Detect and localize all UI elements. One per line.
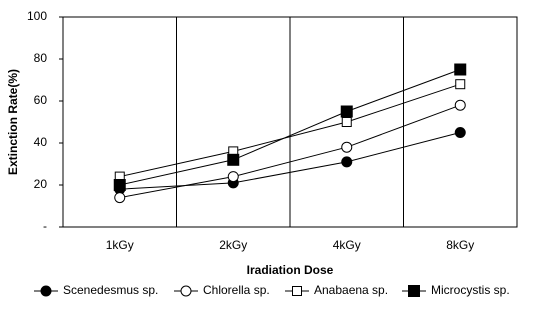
- y-axis-label: Extinction Rate(%): [6, 69, 20, 175]
- y-tick-label: 60: [34, 93, 48, 107]
- data-point: [454, 63, 467, 76]
- y-tick-label: 100: [27, 9, 47, 23]
- data-point: [227, 171, 239, 183]
- data-point: [454, 99, 466, 111]
- legend-label: Chlorella sp.: [203, 283, 270, 297]
- legend-marker: [292, 286, 302, 296]
- legend-marker: [180, 285, 192, 297]
- data-point: [227, 153, 240, 166]
- x-tick-label: 1kGy: [106, 238, 134, 252]
- data-point: [113, 179, 126, 191]
- y-tick-label: 40: [34, 135, 48, 149]
- series-line: [119, 132, 461, 190]
- legend-marker: [40, 285, 52, 297]
- series-line: [119, 104, 461, 199]
- legend-label: Scenedesmus sp.: [63, 283, 158, 297]
- legend-marker: [408, 285, 420, 297]
- x-tick-label: 8kGy: [446, 238, 474, 252]
- x-axis-label: Iradiation Dose: [247, 263, 334, 277]
- y-tick-label: 80: [34, 51, 48, 65]
- y-tick-label: -: [43, 219, 47, 233]
- x-tick-label: 4kGy: [333, 238, 361, 252]
- data-point: [454, 127, 466, 138]
- data-point: [341, 156, 353, 168]
- series-line: [119, 83, 461, 178]
- legend-label: Microcystis sp.: [431, 283, 510, 297]
- data-point: [341, 141, 353, 153]
- data-point: [114, 192, 126, 204]
- legend-label: Anabaena sp.: [314, 283, 388, 297]
- x-tick-label: 2kGy: [219, 238, 247, 252]
- data-point: [455, 79, 466, 90]
- y-tick-label: 20: [34, 177, 48, 191]
- data-point: [340, 105, 353, 118]
- data-point: [341, 117, 352, 127]
- series-line: [119, 69, 461, 186]
